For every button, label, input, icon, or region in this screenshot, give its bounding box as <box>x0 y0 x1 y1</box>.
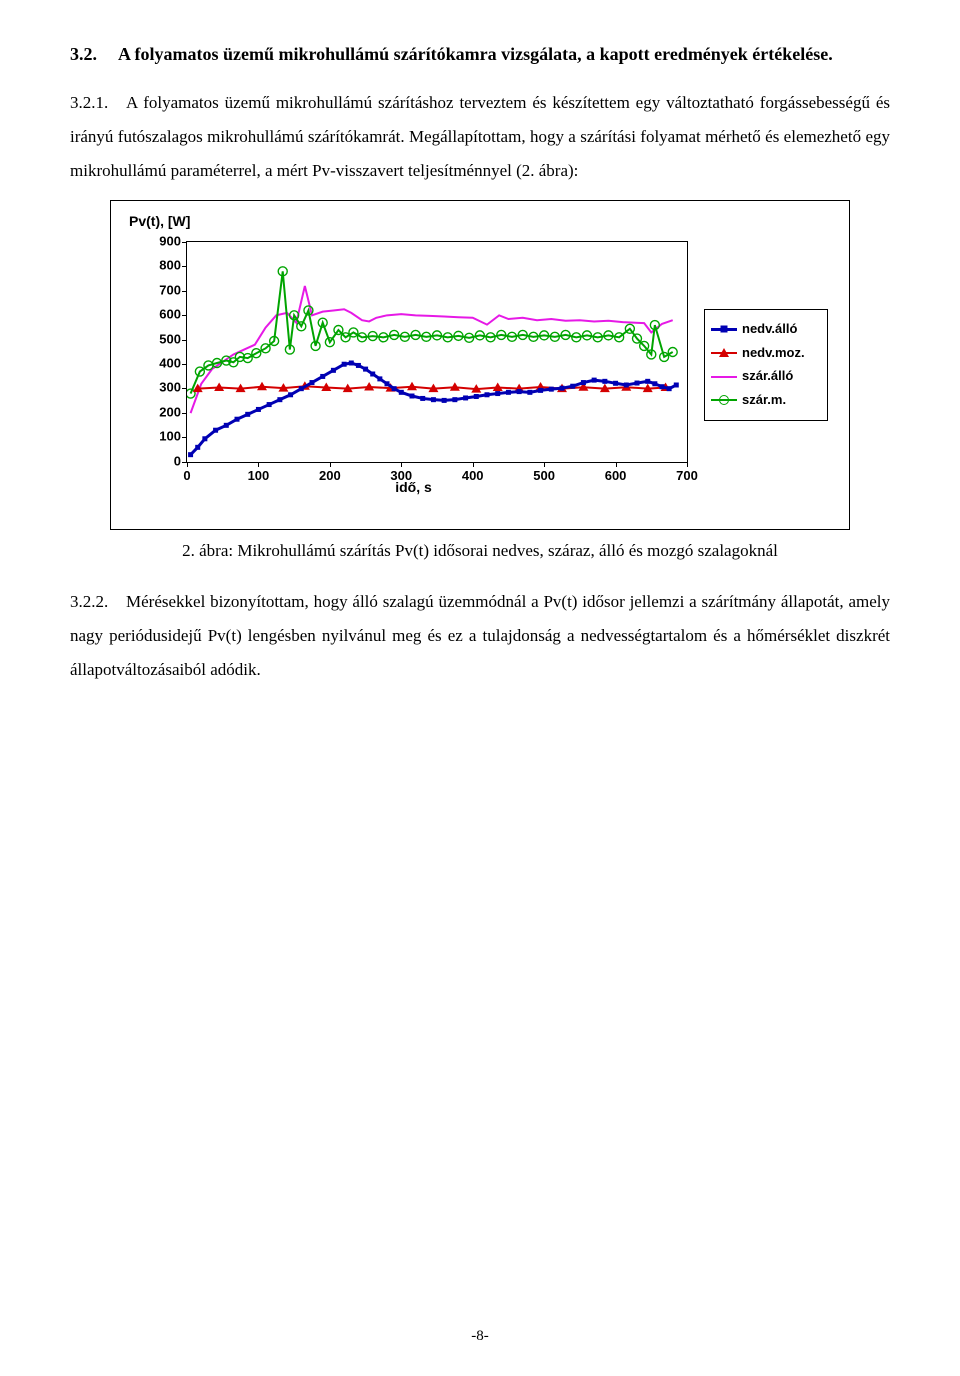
x-tick-label: 100 <box>248 466 270 487</box>
x-tick-label: 700 <box>676 466 698 487</box>
y-tick-label: 900 <box>145 231 181 252</box>
legend-label: nedv.álló <box>742 319 797 340</box>
chart-xlabel: idő, s <box>395 476 432 498</box>
figure-caption: 2. ábra: Mikrohullámú szárítás Pv(t) idő… <box>70 538 890 564</box>
chart-ylabel: Pv(t), [W] <box>129 210 190 232</box>
legend-label: szár.álló <box>742 366 793 387</box>
y-tick-label: 0 <box>145 451 181 472</box>
item-number: 3.2.1. <box>70 86 126 120</box>
paragraph-322: 3.2.2.Mérésekkel bizonyítottam, hogy áll… <box>70 585 890 687</box>
y-tick-label: 100 <box>145 427 181 448</box>
legend-item: szár.álló <box>711 366 821 387</box>
chart-legend: nedv.álló nedv.moz.szár.álló szár.m. <box>704 309 828 421</box>
chart-plot-area: 0100200300400500600700800900010020030040… <box>186 241 688 463</box>
y-tick-label: 500 <box>145 329 181 350</box>
y-tick-label: 600 <box>145 305 181 326</box>
y-tick-label: 300 <box>145 378 181 399</box>
x-tick-label: 600 <box>605 466 627 487</box>
item-text: Mérésekkel bizonyítottam, hogy álló szal… <box>70 592 890 679</box>
legend-item: nedv.moz. <box>711 343 821 364</box>
legend-label: szár.m. <box>742 390 786 411</box>
page-number: -8- <box>471 1324 489 1348</box>
item-number: 3.2.2. <box>70 585 126 619</box>
y-tick-label: 400 <box>145 354 181 375</box>
y-tick-label: 200 <box>145 403 181 424</box>
legend-label: nedv.moz. <box>742 343 805 364</box>
x-tick-label: 400 <box>462 466 484 487</box>
x-tick-label: 200 <box>319 466 341 487</box>
x-tick-label: 500 <box>533 466 555 487</box>
legend-item: szár.m. <box>711 390 821 411</box>
y-tick-label: 700 <box>145 280 181 301</box>
y-tick-label: 800 <box>145 256 181 277</box>
item-text: A folyamatos üzemű mikrohullámú szárítás… <box>70 93 890 180</box>
heading-number: 3.2. <box>70 40 118 69</box>
x-tick-label: 0 <box>183 466 190 487</box>
paragraph-321: 3.2.1.A folyamatos üzemű mikrohullámú sz… <box>70 86 890 188</box>
chart-container: Pv(t), [W] 01002003004005006007008009000… <box>110 200 850 530</box>
section-heading: 3.2. A folyamatos üzemű mikrohullámú szá… <box>70 40 890 69</box>
heading-text: A folyamatos üzemű mikrohullámú szárítók… <box>118 40 890 69</box>
legend-item: nedv.álló <box>711 319 821 340</box>
